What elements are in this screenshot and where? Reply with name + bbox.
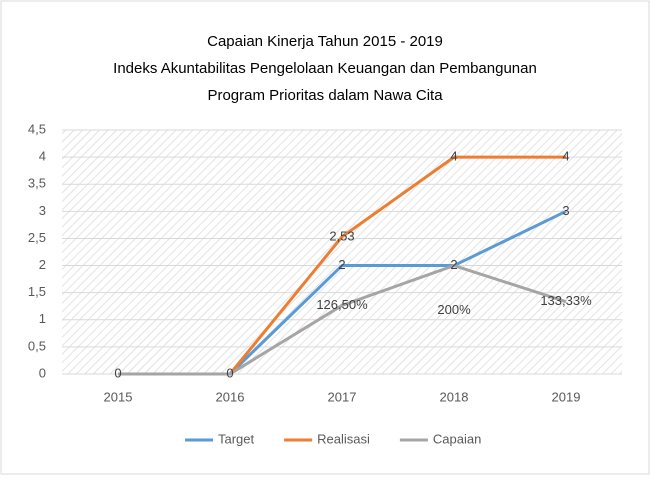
x-tick-label: 2016: [216, 389, 245, 404]
y-tick-label: 1: [39, 311, 46, 326]
data-label: 3: [562, 203, 569, 218]
data-label: 0: [114, 365, 121, 380]
x-tick-label: 2015: [104, 389, 133, 404]
plot-area: [62, 130, 622, 374]
legend-label: Capaian: [433, 431, 481, 446]
y-tick-label: 1,5: [28, 284, 46, 299]
x-tick-label: 2019: [552, 389, 581, 404]
data-label: 200%: [437, 302, 471, 317]
data-label: 2: [338, 257, 345, 272]
y-tick-label: 0,5: [28, 338, 46, 353]
chart-title: Indeks Akuntabilitas Pengelolaan Keuanga…: [113, 60, 537, 77]
chart-title: Program Prioritas dalam Nawa Cita: [207, 87, 443, 104]
series-line: [118, 264, 567, 376]
data-label: 126,50%: [316, 297, 368, 312]
data-label: 0: [226, 365, 233, 380]
legend-label: Realisasi: [317, 431, 370, 446]
y-tick-label: 4,5: [28, 121, 46, 136]
data-label: 2,53: [329, 228, 354, 243]
y-tick-label: 2,5: [28, 230, 46, 245]
y-tick-label: 2: [39, 257, 46, 272]
y-tick-label: 4: [39, 149, 46, 164]
data-label: 4: [562, 149, 569, 164]
legend-label: Target: [218, 431, 255, 446]
data-label: 133,33%: [540, 293, 592, 308]
x-tick-label: 2017: [328, 389, 357, 404]
x-tick-label: 2018: [440, 389, 469, 404]
data-label: 2: [450, 257, 457, 272]
chart-title: Capaian Kinerja Tahun 2015 - 2019: [207, 33, 443, 50]
data-label: 4: [450, 149, 457, 164]
y-tick-label: 0: [39, 365, 46, 380]
y-tick-label: 3,5: [28, 176, 46, 191]
y-tick-label: 3: [39, 203, 46, 218]
